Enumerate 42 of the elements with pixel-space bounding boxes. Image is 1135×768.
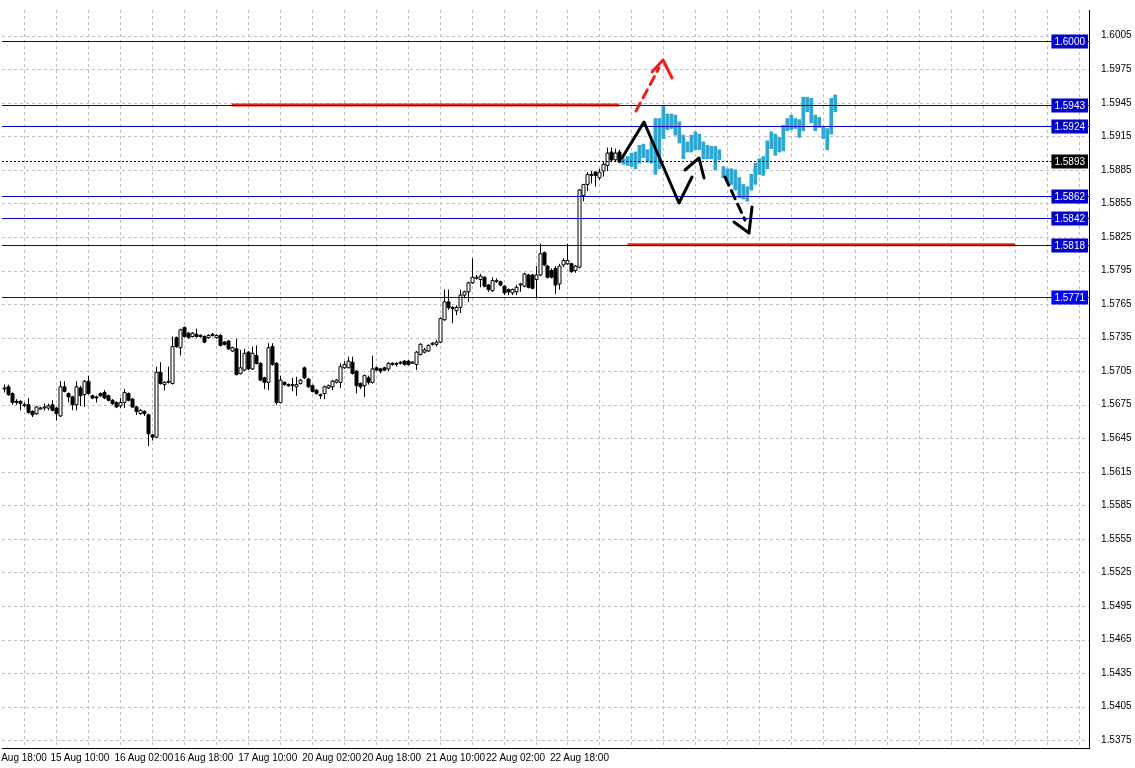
- x-tick-label: 22 Aug 02:00: [486, 751, 546, 763]
- x-tick-label: 16 Aug 18:00: [174, 751, 234, 763]
- y-tick-label: 1.5705: [1101, 364, 1133, 376]
- y-tick-label: 1.5465: [1101, 633, 1133, 645]
- ref-line-label: 1.5842: [1054, 212, 1086, 224]
- y-tick-label: 1.5495: [1101, 599, 1133, 611]
- ref-line-label: 1.5771: [1054, 291, 1086, 303]
- ref-line-label: 1.5893: [1054, 155, 1086, 167]
- ref-line-label: 1.5818: [1054, 239, 1086, 251]
- ref-line-label: 1.5943: [1054, 99, 1086, 111]
- ref-line-label: 1.5924: [1054, 120, 1086, 132]
- y-tick-label: 1.5855: [1101, 197, 1133, 209]
- x-tick-label: 20 Aug 18:00: [362, 751, 422, 763]
- x-tick-label: 15 Aug 10:00: [50, 751, 110, 763]
- x-tick-label: 21 Aug 10:00: [426, 751, 486, 763]
- y-tick-label: 1.5885: [1101, 163, 1133, 175]
- y-tick-label: 1.5615: [1101, 465, 1133, 477]
- ref-line-label: 1.6000: [1054, 35, 1086, 47]
- y-tick-label: 1.5795: [1101, 264, 1133, 276]
- y-tick-label: 1.5915: [1101, 130, 1133, 142]
- y-tick-label: 1.5375: [1101, 733, 1133, 745]
- x-tick-label: 22 Aug 18:00: [549, 751, 610, 763]
- y-tick-label: 1.5525: [1101, 566, 1133, 578]
- y-tick-label: 1.5735: [1101, 331, 1133, 343]
- y-tick-label: 1.5765: [1101, 297, 1133, 309]
- y-tick-label: 1.5825: [1101, 230, 1133, 242]
- y-tick-label: 1.5675: [1101, 398, 1133, 410]
- y-tick-label: 1.6005: [1101, 29, 1133, 41]
- y-tick-label: 1.5975: [1101, 63, 1133, 75]
- y-tick-label: 1.5405: [1101, 700, 1133, 712]
- y-tick-label: 1.5435: [1101, 666, 1133, 678]
- x-tick-label: 17 Aug 10:00: [238, 751, 298, 763]
- x-tick-label: Aug 18:00: [1, 751, 48, 763]
- bar: [773, 133, 778, 156]
- y-tick-label: 1.5645: [1101, 432, 1133, 444]
- y-tick-label: 1.5585: [1101, 499, 1133, 511]
- y-tick-label: 1.5555: [1101, 532, 1133, 544]
- x-tick-label: 20 Aug 02:00: [302, 751, 362, 763]
- x-tick-label: 16 Aug 02:00: [114, 751, 174, 763]
- ref-line-label: 1.5862: [1054, 190, 1086, 202]
- y-tick-label: 1.5945: [1101, 96, 1133, 108]
- bar: [789, 114, 794, 130]
